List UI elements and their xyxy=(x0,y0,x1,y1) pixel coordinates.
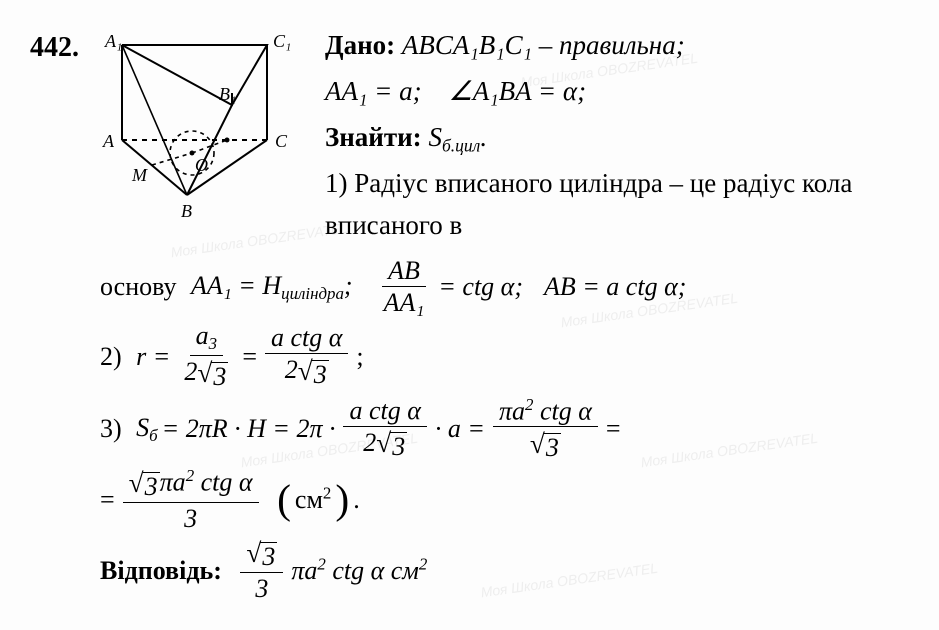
given-label: Дано: xyxy=(325,30,395,60)
formula: AA₁ = Hциліндра; xyxy=(191,266,353,306)
step3: 3) Sб = 2πR · H = 2π · a ctg α 23 · a = … xyxy=(100,396,909,461)
formula: AB = a ctg α; xyxy=(544,267,686,306)
eq: = xyxy=(242,337,257,376)
svg-text:C₁: C₁ xyxy=(273,31,291,51)
eq: = xyxy=(100,480,115,519)
step1-line2: основу AA₁ = Hциліндра; AB AA₁ = ctg α; … xyxy=(100,257,909,317)
svg-text:A: A xyxy=(102,131,115,151)
page-content: 442. A₁ C₁ B₁ A C B M O Дано: xyxy=(30,25,909,602)
tail: πa2 ctg α см2 xyxy=(291,551,427,590)
r: r = xyxy=(136,337,170,376)
step1-text: Радіус вписаного циліндра – це радіус ко… xyxy=(325,168,852,240)
find-label: Знайти: xyxy=(325,122,422,152)
given-edge: AA₁ = a; xyxy=(325,76,422,106)
find-value: Sб.цил. xyxy=(428,122,487,152)
semicolon: ; xyxy=(356,337,363,376)
svg-text:O: O xyxy=(195,155,208,175)
step3-line2: = 3πa2 ctg α 3 (см2). xyxy=(100,467,909,532)
step2-num: 2) xyxy=(100,337,122,376)
fraction: AB AA₁ xyxy=(378,257,431,317)
eq: = 2πR · H = 2π · xyxy=(162,409,336,448)
fraction: 3πa2 ctg α 3 xyxy=(123,467,259,532)
step1-num: 1) xyxy=(325,168,348,198)
fraction: 3 3 xyxy=(240,538,283,602)
paren: ) xyxy=(335,487,349,512)
svg-text:B₁: B₁ xyxy=(219,84,236,104)
svg-text:A₁: A₁ xyxy=(104,31,122,51)
unit: см2 xyxy=(295,480,331,519)
problem-number: 442. xyxy=(30,27,79,69)
svg-text:C: C xyxy=(275,131,288,151)
fraction: πa2 ctg α 3 xyxy=(493,396,598,461)
step2: 2) r = a3 23 = a ctg α 23 ; xyxy=(100,322,909,389)
given-block: Дано: ABCA₁B₁C₁ – правильна; AA₁ = a; ∠A… xyxy=(325,25,909,251)
paren: ( xyxy=(277,487,291,512)
eq: = xyxy=(606,409,621,448)
fraction: a3 23 xyxy=(178,322,234,389)
eq: = ctg α; xyxy=(438,267,523,306)
answer-label: Відповідь: xyxy=(100,551,222,590)
text: основу xyxy=(100,267,177,306)
given-prism: ABCA₁B₁C₁ – правильна; xyxy=(402,30,685,60)
svg-text:B: B xyxy=(181,201,192,221)
mid: · a = xyxy=(435,409,485,448)
fraction: a ctg α 23 xyxy=(343,397,426,461)
fraction: a ctg α 23 xyxy=(265,324,348,388)
svg-text:M: M xyxy=(131,165,148,185)
prism-diagram: A₁ C₁ B₁ A C B M O xyxy=(97,25,307,225)
step3-num: 3) xyxy=(100,409,122,448)
answer: Відповідь: 3 3 πa2 ctg α см2 xyxy=(100,538,909,602)
S: Sб xyxy=(136,408,158,448)
given-angle: ∠A₁BA = α; xyxy=(449,76,586,106)
